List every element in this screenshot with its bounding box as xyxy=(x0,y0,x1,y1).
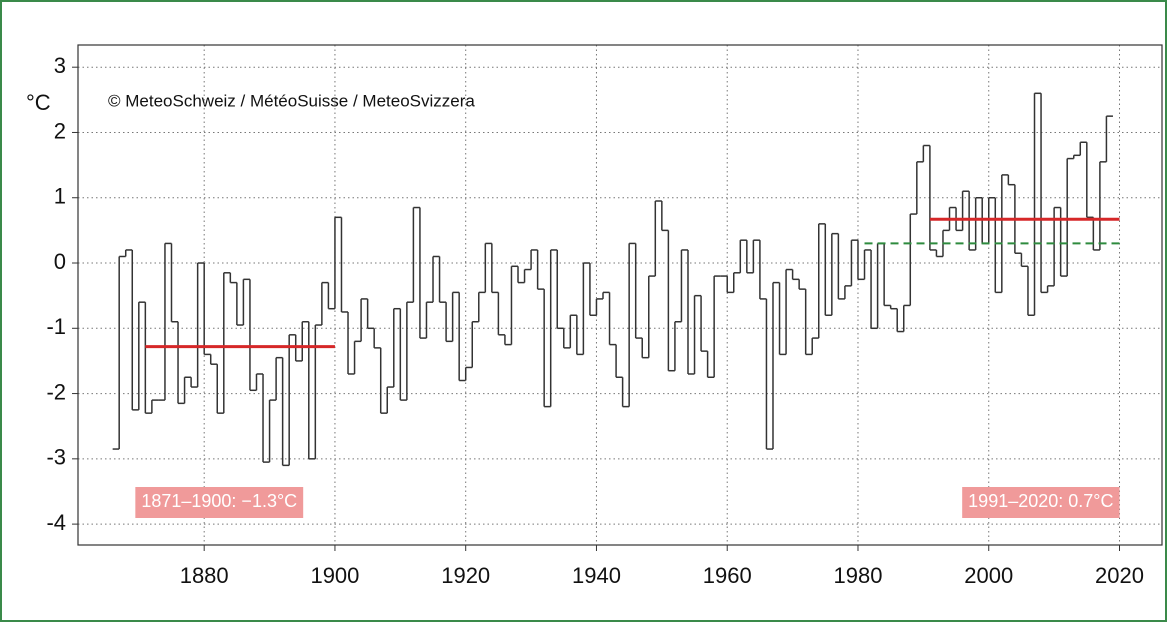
x-tick-label: 1980 xyxy=(834,563,883,588)
label-box xyxy=(962,487,1120,518)
x-tick-label: 2000 xyxy=(964,563,1013,588)
y-axis-label: °C xyxy=(26,90,51,115)
label-box xyxy=(135,487,304,518)
x-tick-label: 1880 xyxy=(180,563,229,588)
y-tick-label: 0 xyxy=(54,249,66,274)
y-tick-label: -3 xyxy=(46,445,66,470)
y-tick-label: -4 xyxy=(46,510,66,535)
annotation: © MeteoSchweiz / MétéoSuisse / MeteoSviz… xyxy=(108,91,475,110)
reference-label-text: 1991–2020: 0.7°C xyxy=(968,491,1113,511)
x-tick-label: 2020 xyxy=(1095,563,1144,588)
y-tick-label: 3 xyxy=(54,53,66,78)
reference-label-text: 1871–1900: −1.3°C xyxy=(141,491,297,511)
x-tick-label: 1900 xyxy=(310,563,359,588)
x-tick-label: 1960 xyxy=(703,563,752,588)
y-tick-label: -2 xyxy=(46,379,66,404)
y-tick-label: 1 xyxy=(54,184,66,209)
plot-border xyxy=(77,44,1163,546)
y-tick-label: -1 xyxy=(46,314,66,339)
reference-label: 1991–2020: 0.7°C xyxy=(962,487,1120,518)
reference-label: 1871–1900: −1.3°C xyxy=(135,487,304,518)
y-tick-label: 2 xyxy=(54,118,66,143)
x-tick-label: 1920 xyxy=(441,563,490,588)
x-tick-label: 1940 xyxy=(572,563,621,588)
